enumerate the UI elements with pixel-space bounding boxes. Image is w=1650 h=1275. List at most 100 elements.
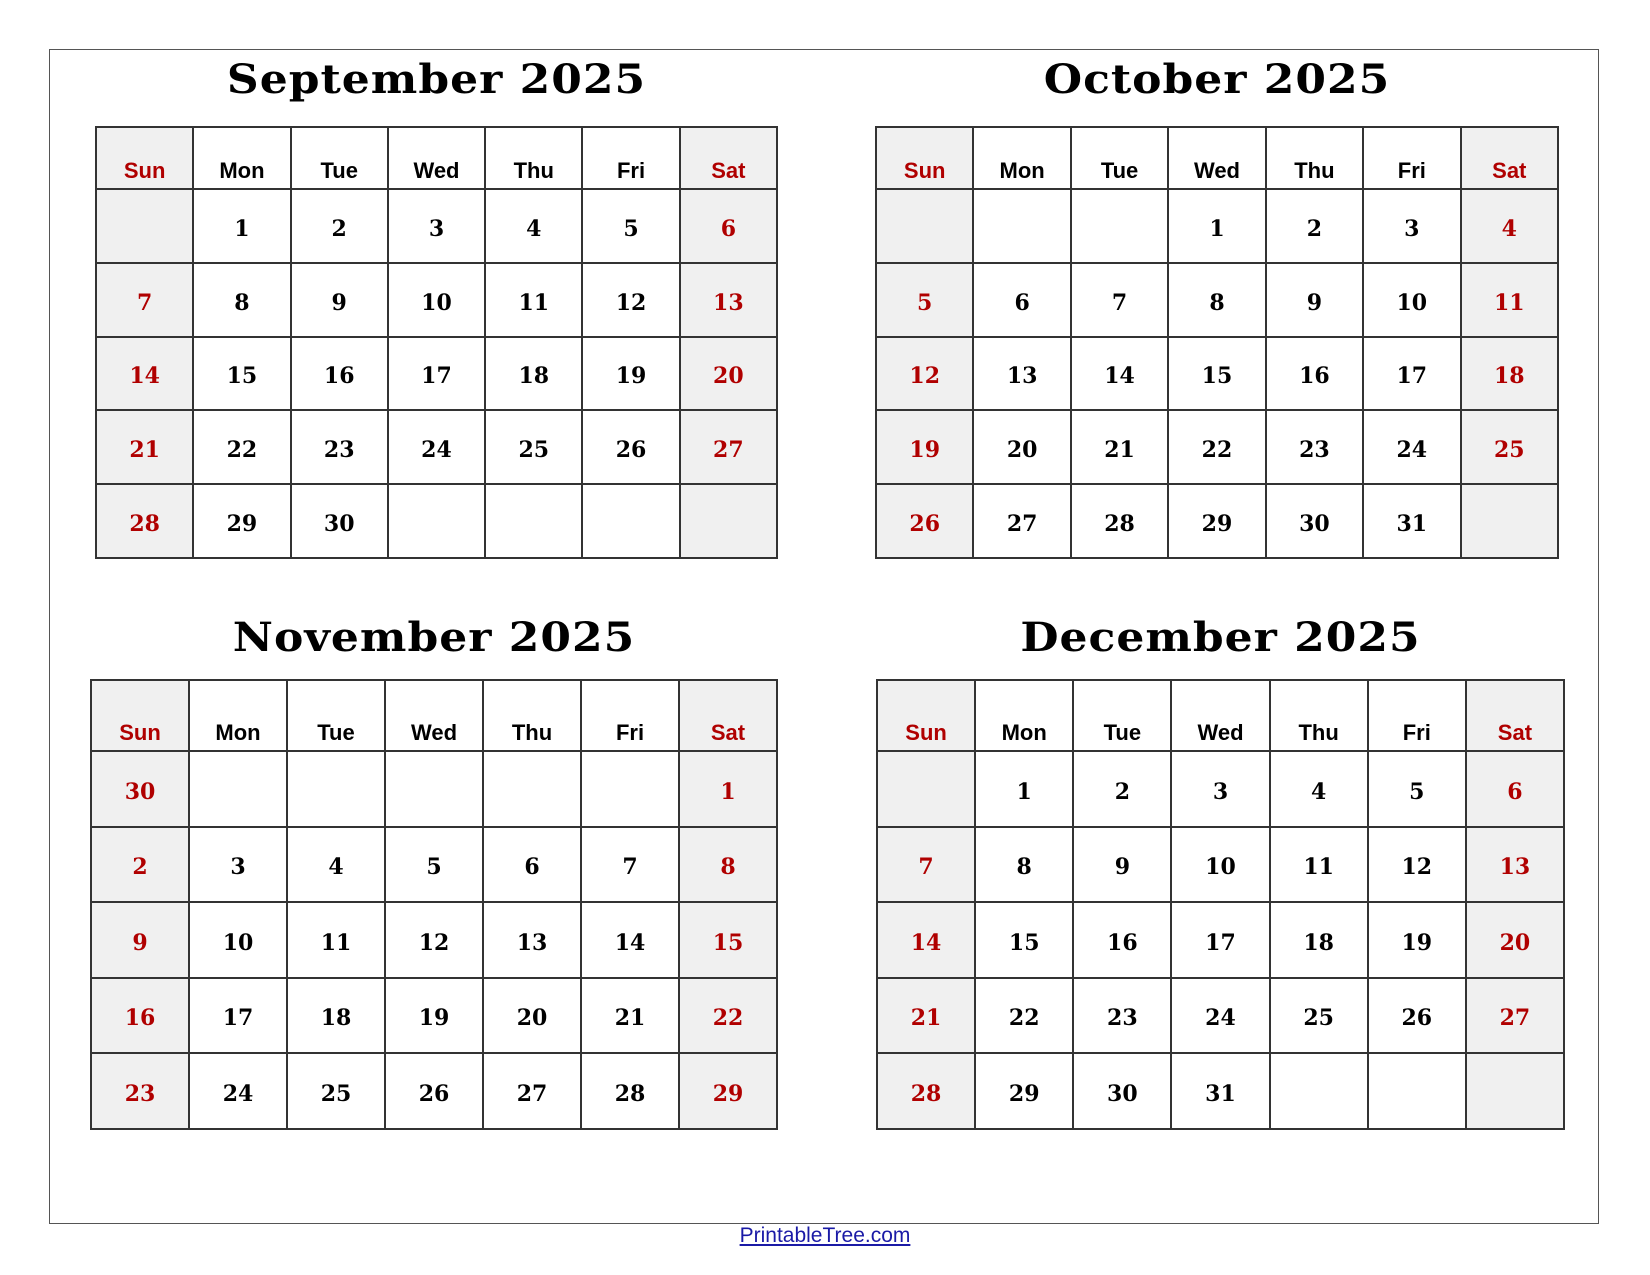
day-cell: 15 [678,901,778,979]
day-cell: 1 [192,188,292,264]
day-cell: 15 [974,901,1075,979]
weekday-header: Thu [482,679,582,752]
day-cell: 15 [192,335,292,412]
month-title: November 2025 [232,614,636,661]
day-cell: 23 [90,1052,190,1130]
day-cell: 31 [1170,1052,1271,1130]
day-cell: 13 [1464,825,1566,903]
month-title: October 2025 [1043,56,1391,103]
day-cell: 9 [1264,261,1365,338]
day-cell: 17 [1170,901,1271,979]
day-cell: 18 [484,335,584,412]
day-cell [874,188,975,264]
day-cell: 25 [1268,976,1369,1054]
day-cell: 19 [384,976,484,1054]
day-cell [581,483,681,559]
day-cell: 24 [188,1052,288,1130]
day-cell: 26 [1366,976,1467,1054]
week-row: 12 13 14 15 16 17 18 [874,335,1560,412]
day-cell: 2 [90,825,190,903]
day-cell: 26 [384,1052,484,1130]
day-cell: 20 [678,335,779,412]
weekday-header: Tue [1072,679,1173,752]
day-cell: 22 [974,976,1075,1054]
weekday-header: Sat [678,126,779,190]
day-cell: 15 [1167,335,1267,412]
day-cell: 11 [1268,825,1369,903]
day-cell: 8 [678,825,778,903]
weekday-header: Mon [192,126,292,190]
day-cell [484,483,584,559]
day-cell: 21 [94,409,195,486]
day-cell: 19 [874,409,975,486]
day-cell: 27 [678,409,779,486]
day-cell: 14 [94,335,195,412]
day-cell [386,483,487,559]
day-cell: 3 [188,825,288,903]
day-cell: 13 [678,261,779,338]
day-cell: 7 [580,825,680,903]
printabletree-link[interactable]: PrintableTree.com [739,1224,911,1247]
day-cell: 21 [1069,409,1170,486]
calendar-grid: Sun Mon Tue Wed Thu Fri Sat 1 2 3 4 5 6 7 8 9 10 11 12 13 14… [874,126,1560,559]
day-cell [1366,1052,1467,1130]
week-row: 21 22 23 24 25 26 27 [94,409,779,486]
week-row: 16 17 18 19 20 21 22 [90,976,778,1054]
week-row: 28 29 30 31 [875,1052,1566,1130]
weekday-header: Fri [580,679,680,752]
day-cell: 7 [1069,261,1170,338]
week-row: 30 1 [90,750,778,828]
day-cell: 21 [580,976,680,1054]
weekday-header: Sat [678,679,778,752]
day-cell: 17 [386,335,487,412]
day-cell: 3 [1170,750,1271,828]
day-cell: 11 [286,901,386,979]
day-cell: 16 [1264,335,1365,412]
week-row: 7 8 9 10 11 12 13 [94,261,779,338]
weekday-header: Fri [1362,126,1462,190]
day-cell [384,750,484,828]
day-cell: 3 [386,188,487,264]
day-cell: 5 [1366,750,1467,828]
day-cell: 11 [1459,261,1560,338]
day-cell: 18 [1268,901,1369,979]
day-cell: 28 [94,483,195,559]
week-row: 23 24 25 26 27 28 29 [90,1052,778,1130]
day-cell: 14 [1069,335,1170,412]
day-cell: 17 [1362,335,1462,412]
day-cell [1459,483,1560,559]
calendar-grid: Sun Mon Tue Wed Thu Fri Sat 1 2 3 4 5 6 7 8 9 10 11 12 13 14… [94,126,779,559]
day-cell: 4 [484,188,584,264]
day-cell: 10 [188,901,288,979]
day-cell: 18 [1459,335,1560,412]
day-cell: 29 [974,1052,1075,1130]
footer: PrintableTree.com [0,1224,1650,1248]
day-cell: 16 [90,976,190,1054]
day-cell: 12 [384,901,484,979]
day-cell: 29 [192,483,292,559]
calendar-grid: Sun Mon Tue Wed Thu Fri Sat 30 1 2 3 4 5 6 7 8 9 10 11 12 13… [90,679,778,1130]
weekday-header: Wed [1170,679,1271,752]
day-cell: 3 [1362,188,1462,264]
day-cell: 30 [1264,483,1365,559]
week-row: 21 22 23 24 25 26 27 [875,976,1566,1054]
day-cell: 11 [484,261,584,338]
weekday-header: Sun [875,679,977,752]
day-cell: 1 [678,750,778,828]
day-cell: 20 [972,409,1072,486]
day-cell: 28 [580,1052,680,1130]
day-cell [188,750,288,828]
month-title: September 2025 [226,56,647,103]
day-cell: 8 [192,261,292,338]
weekday-header: Sun [874,126,975,190]
day-cell: 31 [1362,483,1462,559]
weekday-header: Sun [90,679,190,752]
weekday-header: Mon [188,679,288,752]
day-cell: 2 [1264,188,1365,264]
day-cell: 7 [94,261,195,338]
day-cell: 5 [581,188,681,264]
day-cell [1069,188,1170,264]
day-cell: 28 [1069,483,1170,559]
page-frame [49,49,1599,1224]
